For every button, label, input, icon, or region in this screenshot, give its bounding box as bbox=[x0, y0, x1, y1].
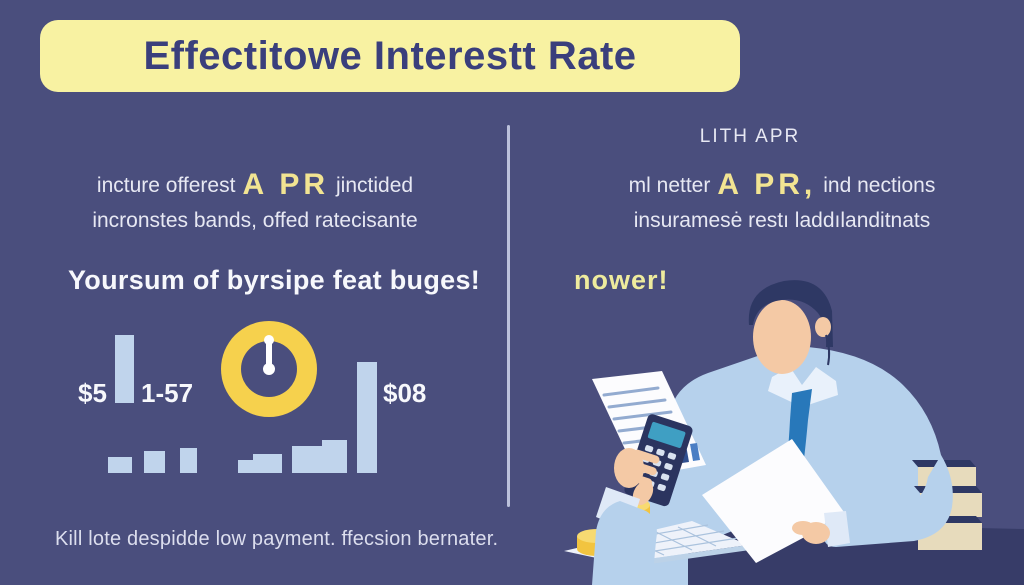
decorative-bar bbox=[180, 448, 197, 473]
bar-segment bbox=[322, 440, 347, 473]
decorative-bar bbox=[144, 451, 165, 473]
bar-segment bbox=[253, 454, 282, 473]
vertical-divider bbox=[507, 125, 510, 507]
right-forearm bbox=[822, 455, 953, 547]
right-line1-post: ind nections bbox=[823, 174, 936, 197]
clock-icon bbox=[221, 321, 317, 417]
apr-highlight-right: A PR, bbox=[717, 168, 817, 201]
bar-segment bbox=[180, 448, 197, 473]
left-line1-pre: incture offerest bbox=[96, 174, 236, 197]
right-paragraph: ml netter A PR, ind nections insuramesė re… bbox=[550, 167, 1014, 238]
chart-label-left: $5 bbox=[78, 378, 107, 408]
clock-hand-tip bbox=[264, 335, 274, 345]
calculator-screen bbox=[647, 421, 686, 448]
shirt-collar bbox=[768, 367, 838, 407]
hair bbox=[748, 280, 833, 347]
chart-label-mid: 1-57 bbox=[141, 378, 194, 408]
left-forearm bbox=[592, 501, 657, 585]
bar-segment bbox=[144, 451, 165, 473]
bottom-caption: Kill lote despidde low payment. ffecsion… bbox=[55, 528, 499, 550]
decorative-bar bbox=[357, 362, 377, 473]
bar-segment bbox=[238, 460, 253, 473]
floating-bar bbox=[115, 335, 134, 403]
page-title: Effectitowe Interestt Rate bbox=[143, 33, 637, 78]
decorative-bar bbox=[292, 440, 347, 473]
ear bbox=[815, 317, 831, 337]
bar-segment bbox=[357, 362, 377, 473]
left-paragraph-line1: incture offerest A PR jinctided bbox=[30, 167, 480, 203]
clock-center-dot bbox=[263, 363, 275, 375]
mini-bar-blue bbox=[690, 443, 700, 461]
left-sleeve bbox=[592, 487, 657, 585]
man-reading-illustration bbox=[564, 280, 1024, 585]
left-hand bbox=[614, 448, 660, 506]
left-line1-post: jinctided bbox=[336, 174, 414, 197]
left-heading: Yoursum of byrsipe feat buges! bbox=[68, 265, 481, 295]
left-paragraph: incture offerest A PR jinctided incronstes… bbox=[30, 167, 480, 238]
apr-highlight-left: A PR bbox=[242, 168, 330, 201]
right-callout: nower! bbox=[574, 265, 669, 295]
chart-label-right: $08 bbox=[383, 378, 427, 408]
glasses-temple-line bbox=[825, 334, 831, 366]
right-cuff bbox=[824, 511, 850, 547]
decorative-bar bbox=[238, 454, 282, 473]
title-banner: Effectitowe Interestt Rate bbox=[40, 20, 740, 92]
face bbox=[753, 300, 811, 374]
bar-segment bbox=[292, 446, 322, 473]
right-line1-pre: ml netter bbox=[628, 174, 711, 197]
left-paragraph-line2: incronstes bands, offed ratecisante bbox=[92, 209, 418, 232]
bar-segment bbox=[108, 457, 132, 473]
right-fingers bbox=[792, 521, 814, 535]
right-paragraph-line1: ml netter A PR, ind nections bbox=[550, 167, 1014, 203]
right-arm bbox=[792, 455, 953, 547]
right-overline: LITH APR bbox=[699, 126, 801, 147]
clock-hand bbox=[266, 338, 272, 372]
right-paragraph-line2: insuramesė restı laddılanditnats bbox=[633, 209, 931, 232]
decorative-bar bbox=[108, 457, 132, 473]
